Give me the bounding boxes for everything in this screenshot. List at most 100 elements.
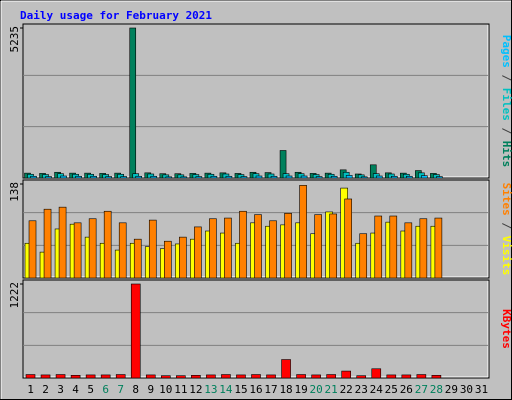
bar	[133, 238, 142, 279]
x-tick-label: 16	[249, 383, 262, 396]
legend: KBytes	[500, 309, 512, 349]
x-tick-label: 6	[102, 383, 109, 396]
bar	[330, 175, 338, 179]
bar	[311, 374, 321, 379]
bar	[165, 176, 173, 179]
y-tick-label: 5235	[8, 26, 21, 53]
x-tick-label: 14	[219, 383, 233, 396]
bar	[284, 212, 292, 279]
x-tick-label: 30	[460, 383, 473, 396]
bar	[60, 175, 67, 179]
bar	[359, 233, 368, 279]
bar	[150, 175, 158, 179]
bar	[434, 217, 443, 279]
x-tick-label: 3	[57, 383, 64, 396]
bar	[225, 175, 233, 179]
bar	[299, 185, 307, 279]
x-tick-label: 18	[279, 383, 292, 396]
legend: Pages / Files / Hits	[500, 35, 512, 168]
bar	[326, 374, 336, 379]
bar	[161, 375, 171, 379]
bar	[416, 374, 427, 379]
bar	[386, 374, 397, 379]
bar	[120, 176, 128, 179]
bar	[179, 236, 187, 279]
bar	[240, 176, 248, 179]
bar	[85, 374, 96, 379]
legend-entry: Pages	[500, 35, 512, 68]
bar	[389, 215, 398, 279]
bar	[296, 374, 306, 379]
legend-separator: /	[500, 216, 512, 236]
bar	[194, 226, 202, 279]
x-tick-label: 10	[159, 383, 172, 396]
chart-title: Daily usage for February 2021	[20, 9, 212, 22]
bar	[254, 214, 262, 279]
bar	[281, 359, 291, 379]
bar	[239, 210, 247, 279]
bar	[421, 175, 428, 179]
x-tick-label: 28	[430, 383, 443, 396]
bar	[285, 175, 293, 179]
y-tick-label: 1222	[8, 282, 21, 309]
legend-entry: KBytes	[500, 309, 512, 349]
x-tick-label: 11	[174, 383, 187, 396]
bar	[270, 175, 278, 179]
x-tick-label: 2	[42, 383, 49, 396]
bar	[224, 217, 232, 279]
x-tick-label: 24	[370, 383, 384, 396]
bar	[191, 375, 201, 379]
x-tick-label: 23	[355, 383, 368, 396]
bar	[356, 375, 367, 379]
x-tick-label: 7	[117, 383, 124, 396]
x-tick-label: 29	[445, 383, 458, 396]
bar	[195, 176, 203, 179]
legend-separator: /	[500, 121, 512, 141]
legend-entry: Visits	[500, 236, 512, 276]
bar	[45, 176, 52, 179]
bar	[135, 175, 143, 179]
x-tick-label: 21	[325, 383, 338, 396]
bar	[315, 176, 323, 179]
bar	[401, 374, 412, 379]
x-tick-label: 31	[475, 383, 488, 396]
x-tick-label: 15	[234, 383, 247, 396]
bar	[115, 374, 126, 379]
bar	[436, 176, 443, 179]
bar	[43, 208, 52, 279]
bar	[329, 213, 337, 279]
x-tick-label: 8	[132, 383, 139, 396]
x-tick-label: 27	[415, 383, 428, 396]
bar	[341, 370, 351, 379]
x-tick-label: 12	[189, 383, 202, 396]
bar	[360, 176, 368, 179]
bar	[88, 218, 97, 279]
x-tick-label: 5	[87, 383, 94, 396]
bar	[75, 175, 82, 179]
bar	[210, 175, 218, 179]
bar	[90, 175, 97, 179]
x-tick-label: 19	[294, 383, 307, 396]
x-tick-label: 9	[147, 383, 154, 396]
bar	[236, 374, 246, 379]
bar	[269, 220, 277, 279]
bar	[300, 175, 308, 179]
x-tick-label: 22	[340, 383, 353, 396]
bar	[58, 206, 67, 279]
bar	[371, 368, 382, 379]
bar	[344, 198, 352, 279]
bar	[70, 375, 81, 379]
bar	[375, 175, 383, 179]
bar	[314, 214, 322, 279]
y-tick-label: 138	[8, 182, 21, 202]
plot-area	[22, 279, 490, 379]
x-tick-label: 1	[27, 383, 34, 396]
legend: Sites / Visits	[500, 183, 512, 276]
bar	[406, 175, 413, 179]
bar	[176, 375, 186, 379]
bar	[374, 215, 383, 279]
bar	[404, 222, 413, 279]
bar	[419, 218, 428, 279]
bar	[100, 374, 111, 379]
legend-separator: /	[500, 68, 512, 88]
